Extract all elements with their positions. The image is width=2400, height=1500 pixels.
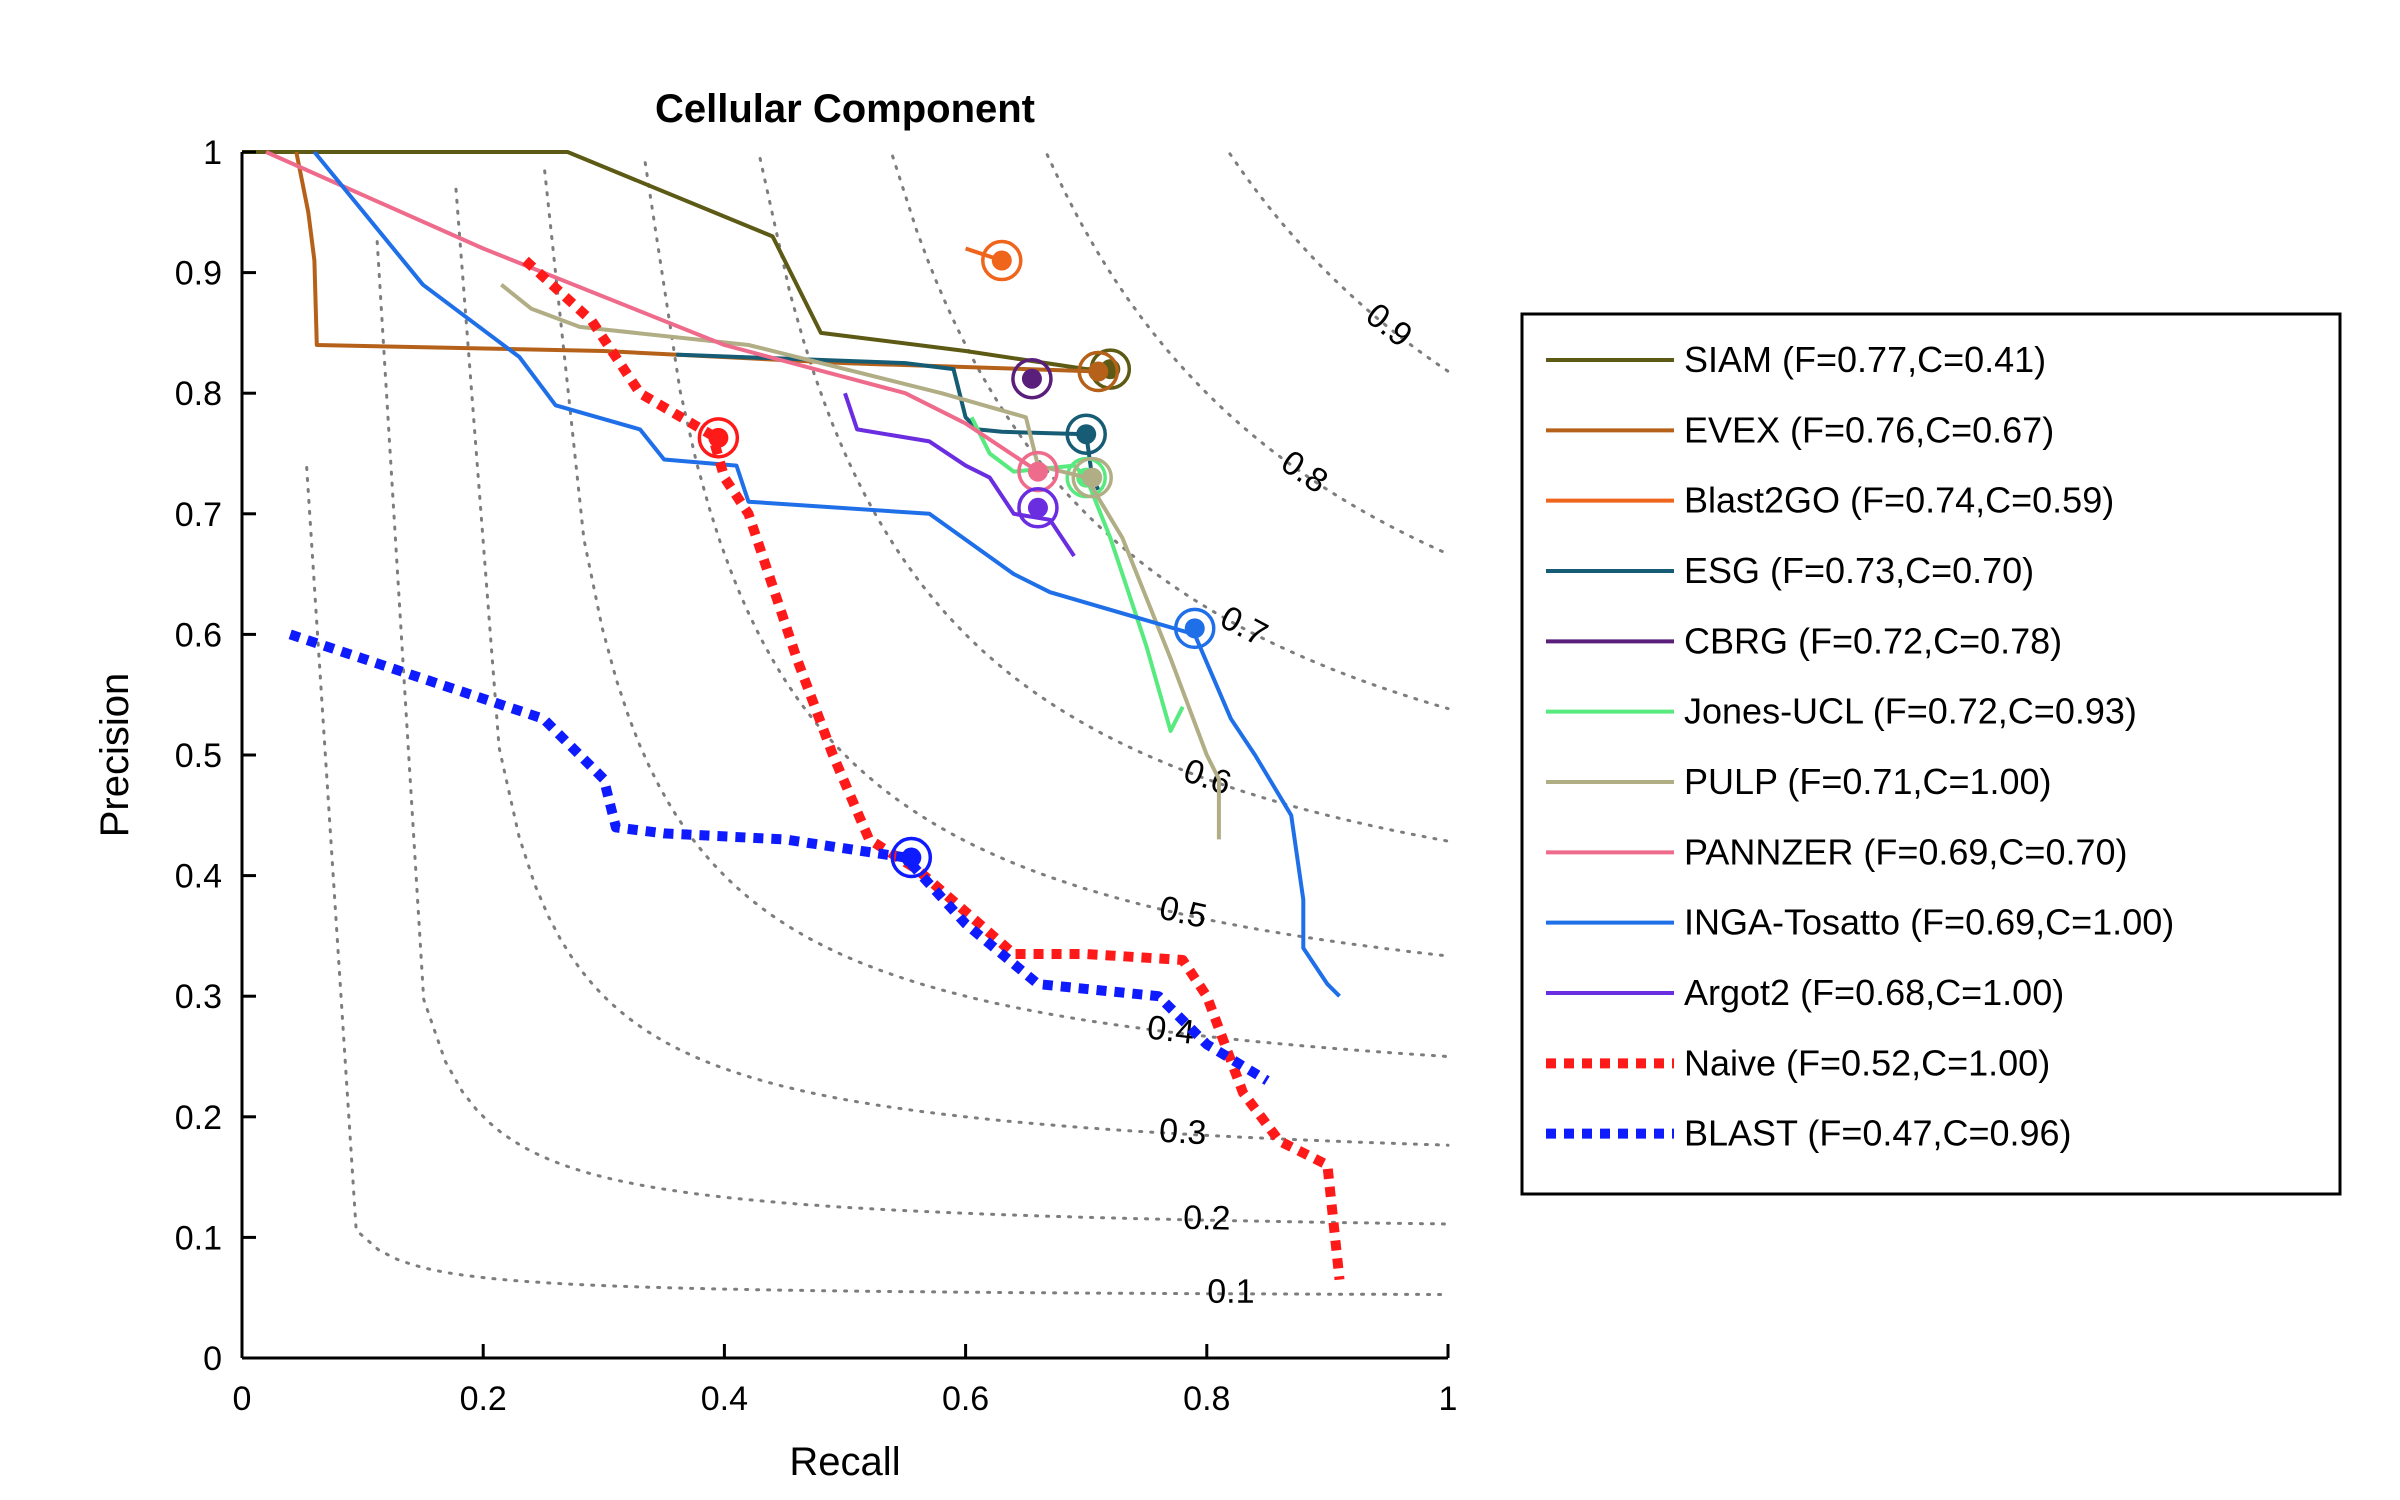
y-tick-label: 0.2 [175,1099,222,1137]
iso-f-curve [375,240,1450,1226]
iso-f-curve [891,154,1450,711]
chart-title: Cellular Component [655,87,1035,131]
best-point [1076,424,1097,445]
axes: 0 0.2 0.4 0.6 0.8 1 0 0.1 0.2 0.3 0.4 0.5 0.6 0.7 0.8 0… [175,134,1458,1418]
legend-entry: EVEX (F=0.76,C=0.67) [1684,409,2054,450]
best-point-ring [1017,487,1059,529]
y-tick-label: 0.7 [175,496,222,534]
x-axis-label: Recall [789,1440,900,1484]
legend-box [1520,312,2342,1196]
y-axis-label: Precision [93,673,137,838]
iso-f-label: 0.1 [1207,1273,1254,1311]
series-line-jones-ucl [969,416,1185,733]
legend-entry: PULP (F=0.71,C=1.00) [1684,761,2052,802]
y-tick-label: 0.5 [175,737,222,775]
y-tick-label: 0.6 [175,616,222,654]
legend-entry: ESG (F=0.73,C=0.70) [1684,550,2034,591]
iso-f-curve [1228,152,1450,373]
best-point [1027,497,1048,518]
iso-f-label: 0.2 [1183,1199,1231,1238]
series-line-inga-tosatto [312,150,1341,998]
best-point-ring [1011,357,1053,400]
iso-f-curve [758,157,1450,843]
x-tick-label: 1 [1439,1380,1458,1418]
iso-f-label: 0.4 [1145,1008,1196,1051]
best-point [901,847,922,868]
legend-entry: Naive (F=0.52,C=1.00) [1684,1042,2050,1083]
best-point-ring [1173,607,1216,650]
best-point [1184,618,1205,639]
y-tick-label: 0.9 [175,255,222,293]
iso-f-curve [643,161,1450,958]
series-line-pannzer [265,150,1040,474]
y-tick-label: 0.8 [175,375,222,413]
legend-entry: INGA-Tosatto (F=0.69,C=1.00) [1684,902,2174,943]
legend-entry: BLAST (F=0.47,C=0.96) [1684,1113,2072,1154]
legend-entry: Jones-UCL (F=0.72,C=0.93) [1684,691,2137,732]
y-tick-label: 1 [203,134,222,172]
legend-entry: Argot2 (F=0.68,C=1.00) [1684,972,2064,1013]
best-point [1088,361,1109,382]
series-lines [242,150,1345,1281]
x-tick-label: 0 [233,1380,252,1418]
best-point-ring [1065,413,1107,455]
best-point [708,427,729,448]
series-line-blast [288,629,1270,1085]
legend: SIAM (F=0.77,C=0.41) EVEX (F=0.76,C=0.67)… [1520,312,2342,1196]
best-point [1082,467,1103,488]
legend-entry: Blast2GO (F=0.74,C=0.59) [1684,480,2114,521]
best-point-ring [1071,456,1113,499]
iso-f-curve [305,466,1450,1296]
y-tick-label: 0.3 [175,978,222,1016]
best-point-ring [1077,350,1120,393]
legend-entry: PANNZER (F=0.69,C=0.70) [1684,831,2128,872]
legend-entry: SIAM (F=0.77,C=0.41) [1684,339,2046,380]
iso-f-label: 0.5 [1156,889,1210,936]
y-tick-label: 0.4 [175,858,222,896]
best-point [1027,461,1048,482]
best-point [1021,368,1042,389]
legend-entry: CBRG (F=0.72,C=0.78) [1684,620,2062,661]
x-tick-label: 0.8 [1183,1380,1230,1418]
iso-f-label: 0.7 [1214,599,1273,655]
iso-f-curve [454,187,1450,1147]
best-point-ring [1017,450,1059,493]
iso-f-label: 0.3 [1158,1112,1207,1153]
best-point [991,250,1012,271]
x-tick-label: 0.6 [942,1380,989,1418]
iso-f-curve [543,169,1450,1058]
y-tick-label: 0 [203,1340,222,1378]
best-point-ring [890,836,933,879]
x-tick-label: 0.2 [460,1380,507,1418]
best-point-ring [981,239,1023,282]
y-tick-label: 0.1 [175,1219,222,1257]
iso-f-curve [1045,153,1450,556]
iso-f-label: 0.8 [1274,443,1334,501]
series-line-evex [294,151,1099,374]
x-tick-label: 0.4 [701,1380,748,1418]
series-line-argot2 [843,392,1076,558]
best-point-ring [697,417,740,459]
